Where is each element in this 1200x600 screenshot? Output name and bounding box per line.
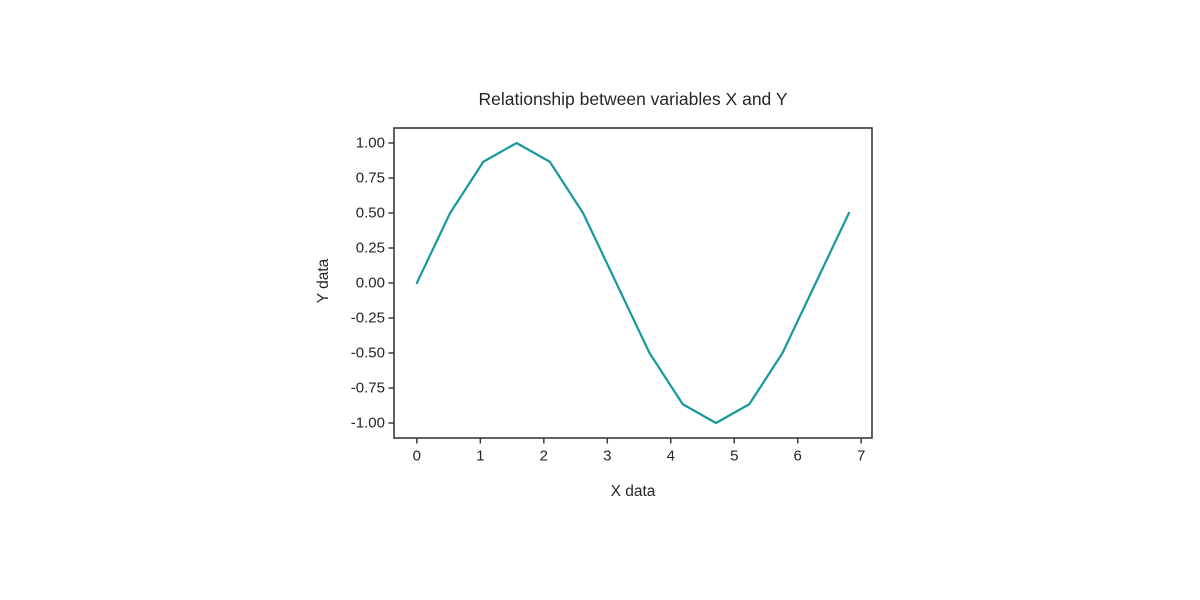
chart-title: Relationship between variables X and Y [478, 89, 788, 109]
x-tick-label: 1 [476, 448, 484, 465]
x-tick-label: 4 [667, 448, 675, 465]
x-tick-label: 2 [540, 448, 548, 465]
x-tick-label: 7 [857, 448, 865, 465]
x-tick-label: 0 [413, 448, 421, 465]
y-tick-label: -0.50 [351, 345, 385, 362]
x-tick-label: 6 [794, 448, 802, 465]
y-tick-label: 1.00 [356, 134, 385, 151]
x-axis-label: X data [610, 483, 656, 500]
y-tick-label: 0.25 [356, 239, 385, 256]
x-tick-label: 5 [730, 448, 738, 465]
x-tick-label: 3 [603, 448, 611, 465]
y-tick-label: 0.75 [356, 169, 385, 186]
y-tick-label: 0.50 [356, 204, 385, 221]
data-line-series [415, 141, 851, 425]
y-tick-label: 0.00 [356, 275, 385, 292]
y-tick-label: -1.00 [351, 415, 385, 432]
y-tick-label: -0.75 [351, 380, 385, 397]
y-tick-label: -0.25 [351, 310, 385, 327]
plot-border [393, 127, 873, 439]
